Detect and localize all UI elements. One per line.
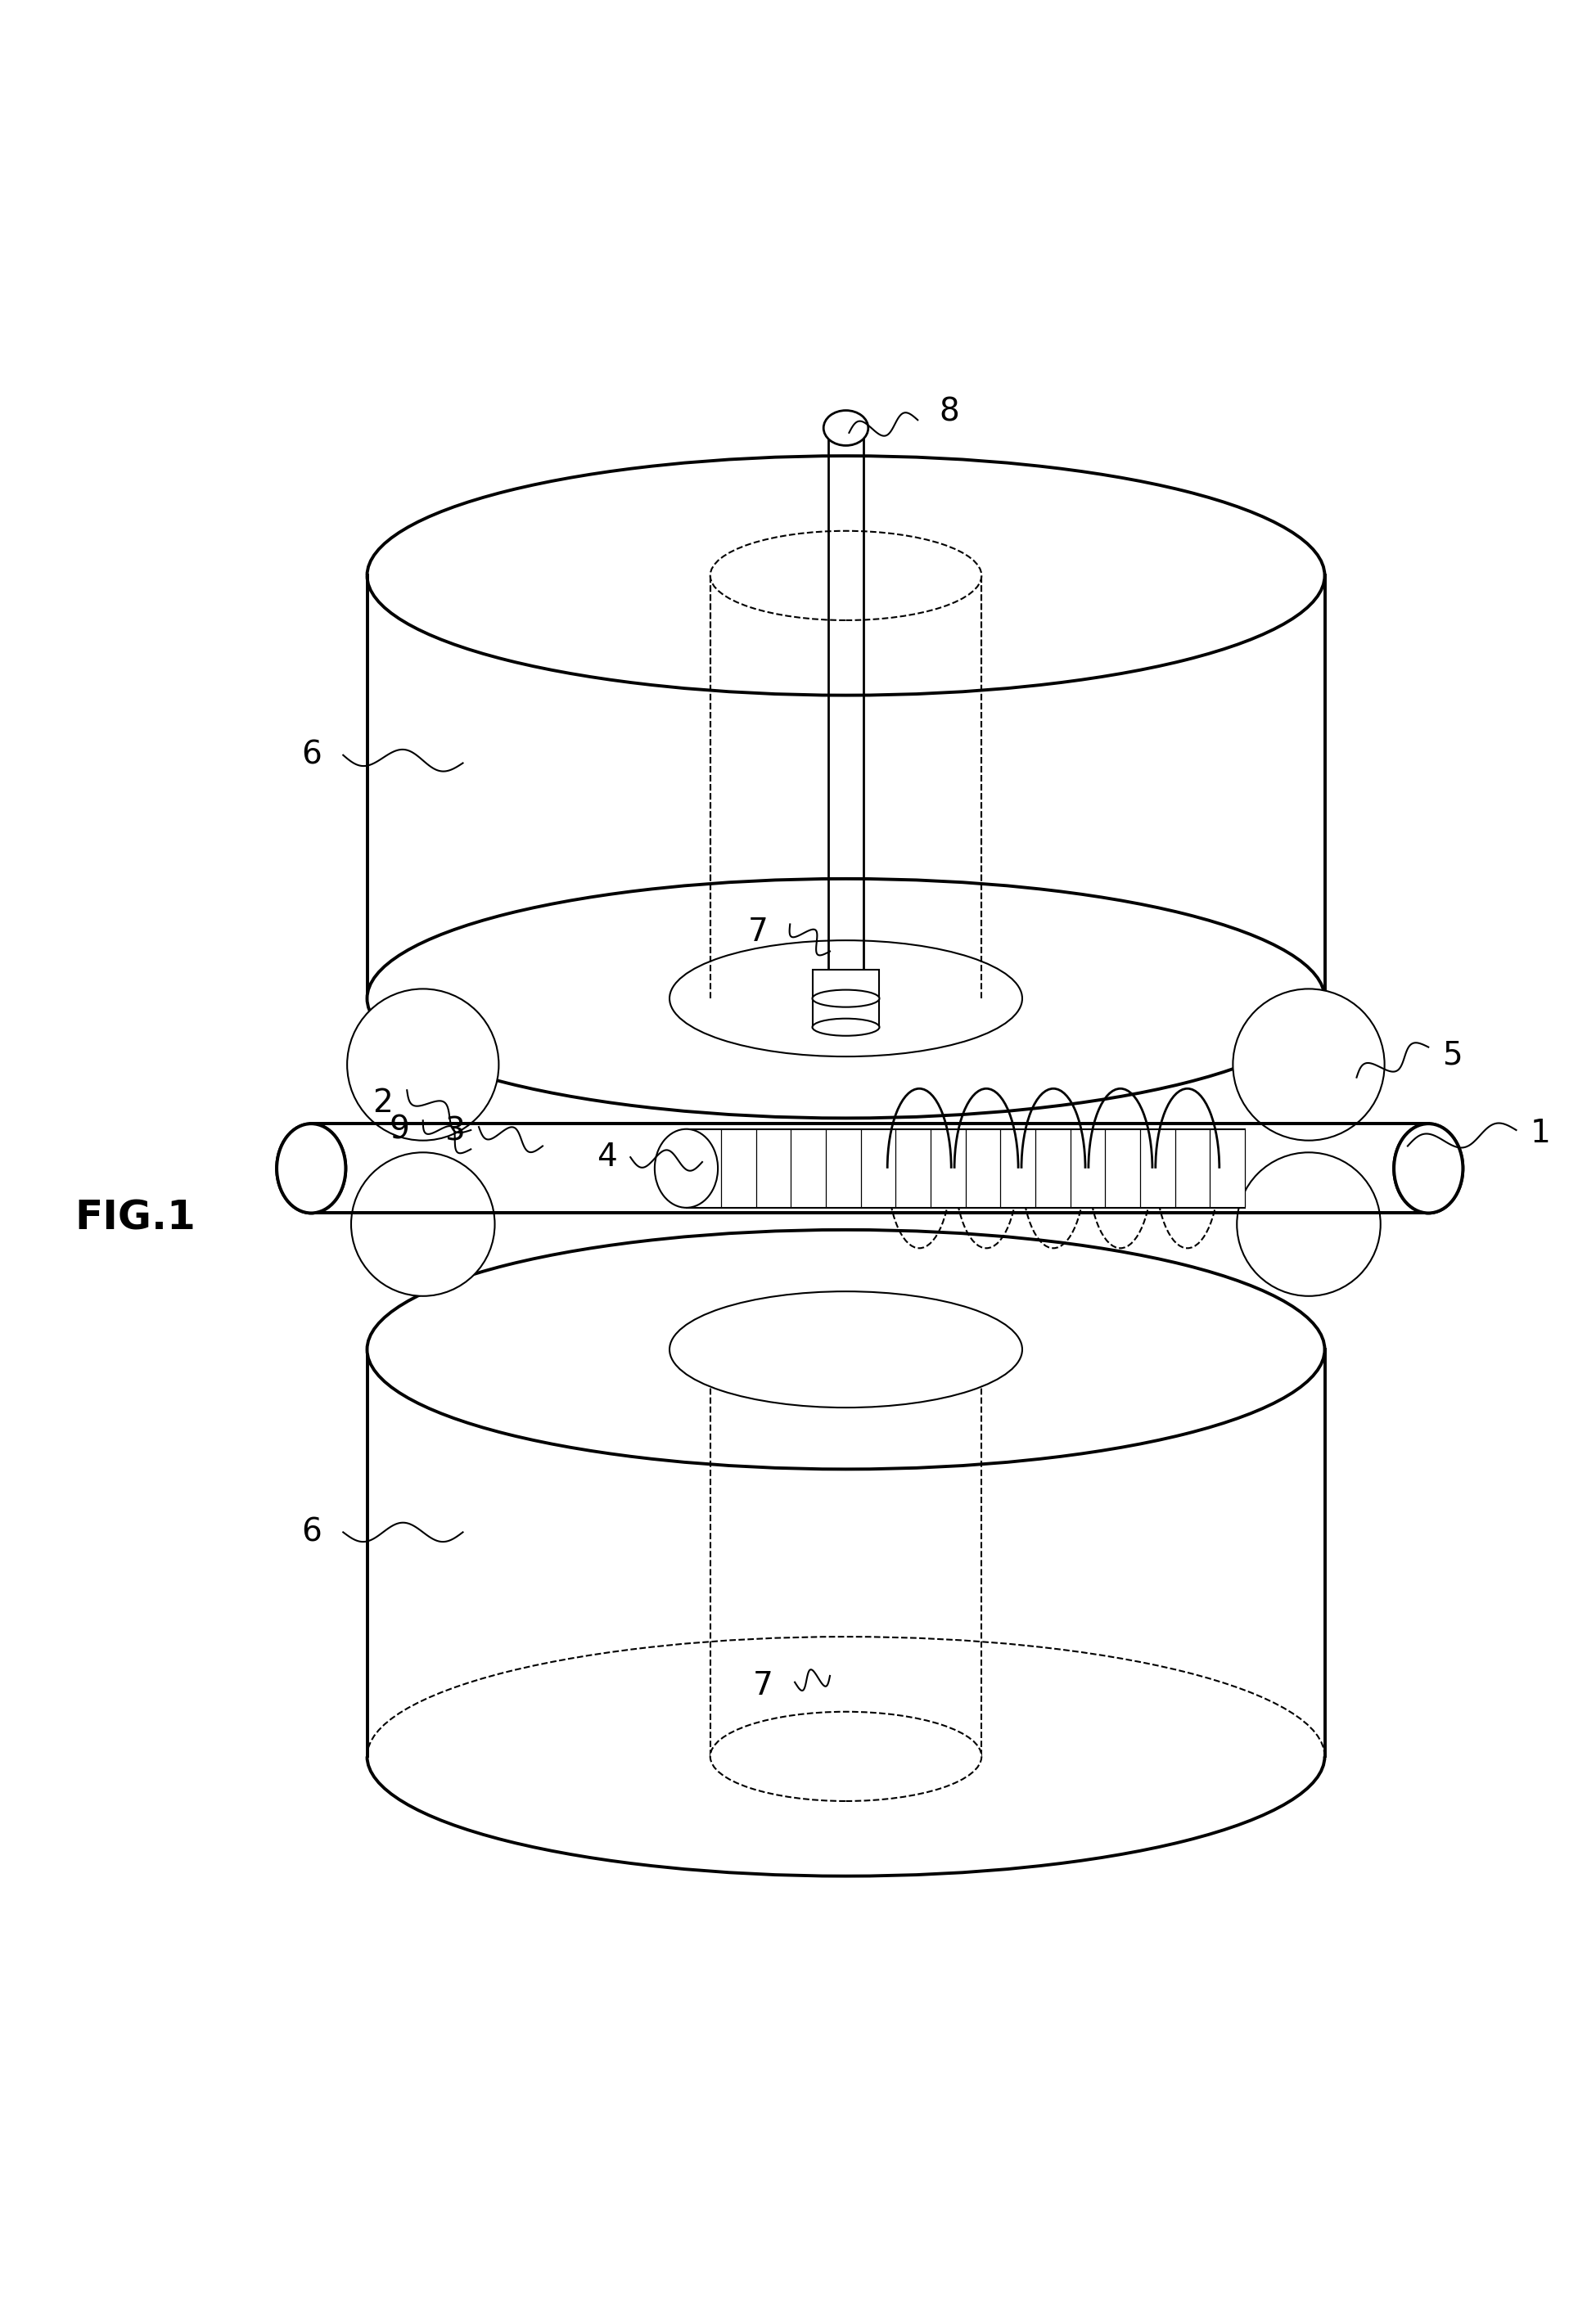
Ellipse shape (276, 1125, 346, 1213)
Ellipse shape (824, 411, 868, 446)
Ellipse shape (670, 941, 1021, 1057)
Ellipse shape (351, 1153, 495, 1297)
Text: 6: 6 (302, 1518, 321, 1548)
Text: 9: 9 (389, 1116, 409, 1146)
Ellipse shape (1237, 1153, 1381, 1297)
Text: 8: 8 (940, 397, 959, 428)
Text: FIG.1: FIG.1 (75, 1199, 196, 1236)
Bar (812, 969, 879, 1027)
Ellipse shape (812, 990, 879, 1006)
Bar (686, 1129, 1245, 1208)
Ellipse shape (1393, 1125, 1464, 1213)
Text: 5: 5 (1443, 1039, 1462, 1071)
Ellipse shape (710, 530, 982, 621)
Ellipse shape (710, 1713, 982, 1801)
Text: 7: 7 (749, 916, 768, 948)
Text: 3: 3 (445, 1116, 464, 1148)
Text: 2: 2 (373, 1088, 393, 1118)
Ellipse shape (367, 878, 1325, 1118)
Text: 1: 1 (1531, 1118, 1550, 1148)
Text: 7: 7 (753, 1671, 772, 1701)
Ellipse shape (1232, 990, 1385, 1141)
Ellipse shape (710, 1304, 982, 1394)
Ellipse shape (670, 1292, 1021, 1408)
Ellipse shape (710, 953, 982, 1043)
Ellipse shape (276, 1125, 346, 1213)
Ellipse shape (654, 1129, 718, 1208)
Text: 6: 6 (302, 739, 321, 772)
Ellipse shape (348, 990, 498, 1141)
Text: 4: 4 (597, 1141, 616, 1174)
Ellipse shape (367, 1229, 1325, 1469)
Ellipse shape (1393, 1125, 1464, 1213)
Ellipse shape (812, 1018, 879, 1037)
